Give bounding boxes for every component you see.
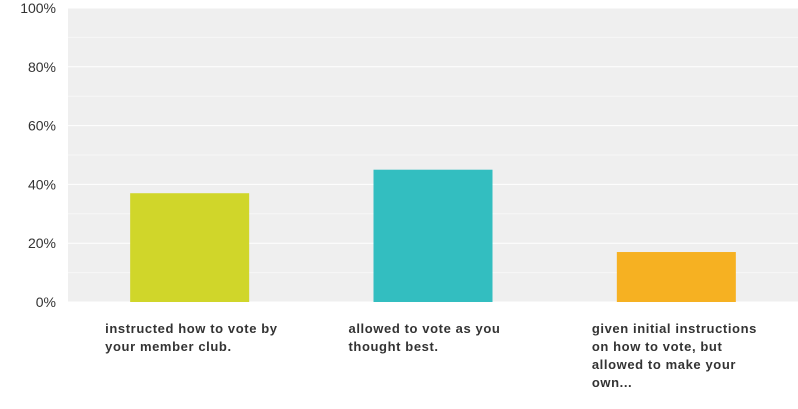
bar-2 [616,252,736,302]
y-tick-label-80pct: 80% [28,59,56,75]
y-tick-label-0pct: 0% [36,294,56,310]
bars [130,169,736,302]
y-tick-label-100pct: 100% [20,0,56,16]
y-axis: 0% 20% 40% 60% 80% 100% [20,0,56,310]
bar-1 [373,169,493,302]
y-tick-label-60pct: 60% [28,118,56,134]
bar-0 [130,193,250,302]
y-tick-label-20pct: 20% [28,235,56,251]
y-tick-label-40pct: 40% [28,176,56,192]
category-label-given-initial: given initial instructions on how to vot… [591,321,757,390]
category-label-instructed: instructed how to vote by your member cl… [105,321,278,354]
category-label-allowed: allowed to vote as you thought best. [348,321,501,354]
